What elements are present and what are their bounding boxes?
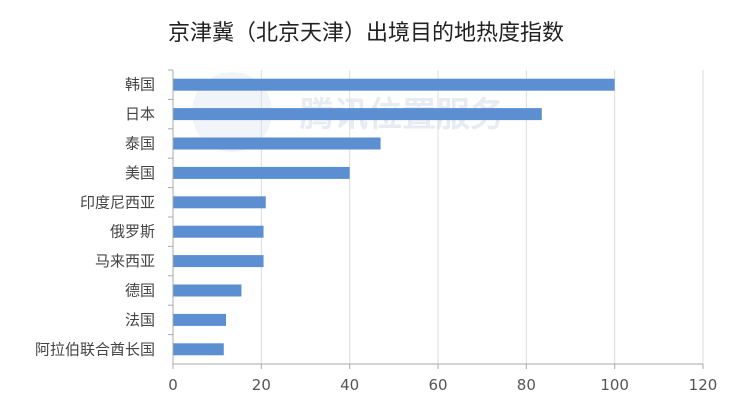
bar — [173, 108, 542, 121]
x-tick-label: 120 — [689, 376, 718, 394]
x-tick-labels: 0 20 40 60 80 100 120 — [168, 376, 717, 394]
category-label: 阿拉伯联合酋长国 — [35, 340, 155, 358]
category-label: 印度尼西亚 — [80, 193, 155, 211]
bar — [173, 225, 264, 238]
x-tick-label: 100 — [600, 376, 629, 394]
category-label: 俄罗斯 — [110, 223, 155, 241]
x-tick-label: 60 — [428, 376, 447, 394]
category-label: 德国 — [125, 282, 155, 300]
category-label: 法国 — [125, 311, 155, 329]
chart-title: 京津冀（北京天津）出境目的地热度指数 — [168, 21, 564, 46]
bar — [173, 166, 350, 179]
x-tick-label: 20 — [252, 376, 271, 394]
category-label: 韩国 — [125, 76, 155, 94]
bar — [173, 255, 264, 268]
bar — [173, 313, 226, 326]
x-tick-label: 80 — [517, 376, 536, 394]
bar — [173, 343, 224, 356]
bar — [173, 78, 615, 91]
category-label: 美国 — [125, 164, 155, 182]
bar — [173, 196, 266, 209]
category-label: 日本 — [125, 105, 155, 123]
category-label: 马来西亚 — [95, 252, 155, 270]
bar — [173, 284, 242, 297]
bar — [173, 137, 381, 150]
x-tick-label: 0 — [168, 376, 178, 394]
category-label: 泰国 — [125, 135, 155, 153]
bars — [173, 78, 615, 356]
x-tick-label: 40 — [340, 376, 359, 394]
